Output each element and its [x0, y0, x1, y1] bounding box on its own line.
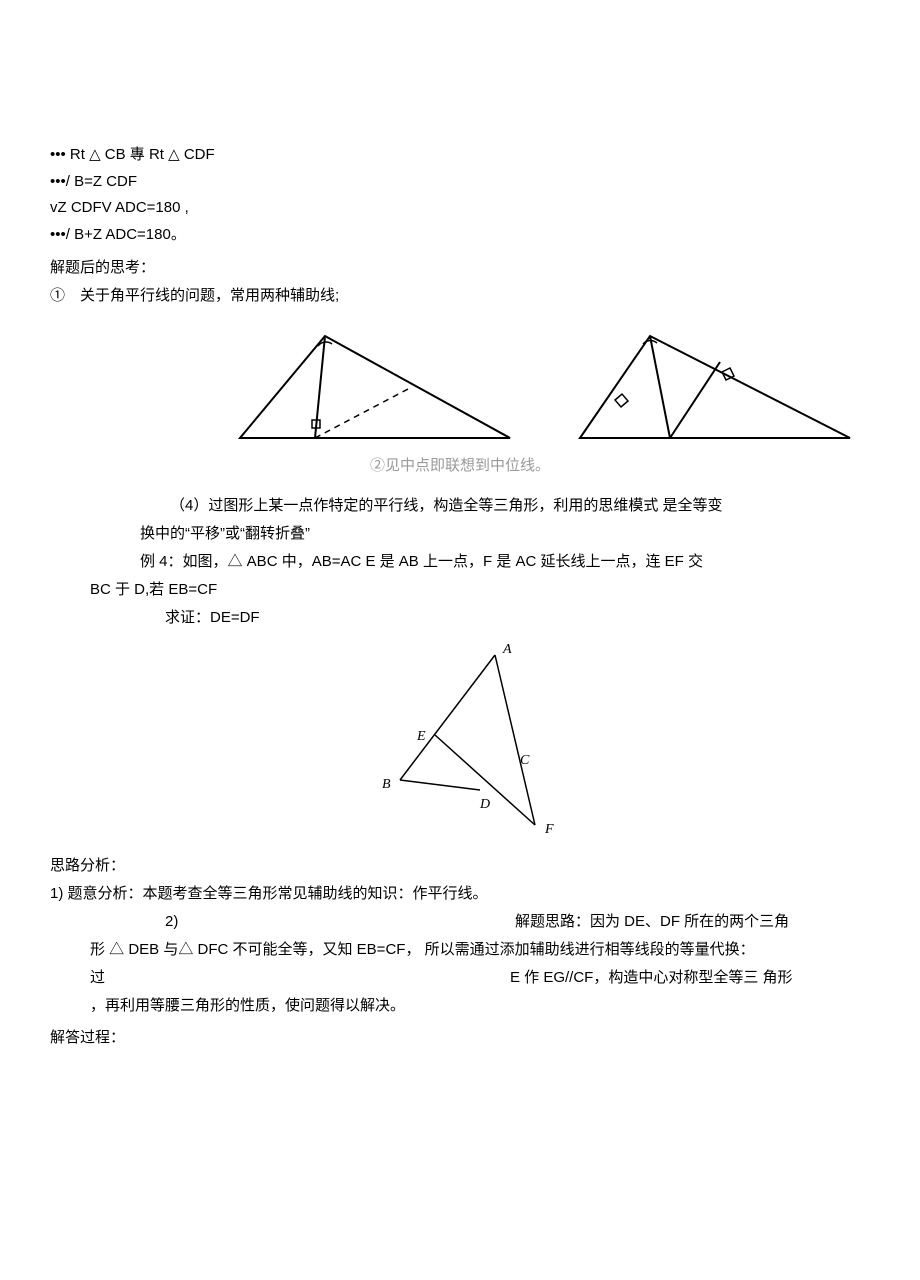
- figure-3-container: A E B C D F: [50, 640, 870, 840]
- analysis-item-1: 1) 题意分析：本题考查全等三角形常见辅助线的知识：作平行线。: [50, 882, 870, 906]
- sec4-line-b: 换中的“平移”或“翻转折叠”: [140, 525, 310, 542]
- svg-text:C: C: [520, 753, 530, 768]
- figure-row-1: [220, 318, 870, 448]
- solve-title: 解答过程：: [50, 1026, 870, 1050]
- analysis-line-3c: ，再利用等腰三角形的性质，使问题得以解决。: [90, 994, 870, 1018]
- analysis-title: 思路分析：: [50, 854, 870, 878]
- svg-text:E: E: [416, 729, 426, 744]
- ex4-line-b: BC 于 D,若 EB=CF: [90, 581, 217, 598]
- proof-line-1: ••• Rt △ CB 專 Rt △ CDF: [50, 144, 870, 167]
- reflection-title: 解题后的思考：: [50, 256, 870, 280]
- analysis-item-2-lead: 2): [165, 910, 515, 934]
- proof-line-3: vZ CDFV ADC=180 ,: [50, 197, 870, 220]
- analysis-item-2-body: 解题思路：因为 DE、DF 所在的两个三角: [515, 910, 789, 934]
- example-4-text: 例 4：如图，△ ABC 中，AB=AC E 是 AB 上一点，F 是 AC 延…: [50, 550, 870, 630]
- reflection-item-1: ① 关于角平行线的问题，常用两种辅助线;: [50, 284, 870, 308]
- document-page: ••• Rt △ CB 專 Rt △ CDF •••/ B=Z CDF vZ C…: [0, 0, 920, 1280]
- analysis-line-3b2: E 作 EG//CF，构造中心对称型全等三 角形: [510, 966, 793, 990]
- aux-line-figure-1: [220, 318, 520, 448]
- section-4-text: （4）过图形上某一点作特定的平行线，构造全等三角形，利用的思维模式 是全等变 换…: [50, 494, 870, 546]
- svg-text:A: A: [502, 642, 512, 657]
- proof-line-2: •••/ B=Z CDF: [50, 171, 870, 194]
- analysis-line-3b1: 过: [90, 966, 510, 990]
- figure-caption-2: ②见中点即联想到中位线。: [50, 454, 870, 478]
- svg-text:B: B: [382, 777, 391, 792]
- aux-line-figure-2: [560, 318, 860, 448]
- sec4-line-a: （4）过图形上某一点作特定的平行线，构造全等三角形，利用的思维模式 是全等变: [170, 497, 723, 514]
- svg-text:D: D: [479, 797, 490, 812]
- proof-line-4: •••/ B+Z ADC=180。: [50, 224, 870, 247]
- analysis-item-2-row: 2) 解题思路：因为 DE、DF 所在的两个三角: [165, 910, 870, 934]
- svg-text:F: F: [544, 822, 554, 837]
- ex4-line-a: 例 4：如图，△ ABC 中，AB=AC E 是 AB 上一点，F 是 AC 延…: [140, 553, 703, 570]
- analysis-line-3a: 形 △ DEB 与△ DFC 不可能全等，又知 EB=CF， 所以需通过添加辅助…: [90, 938, 870, 962]
- triangle-abc-figure: A E B C D F: [355, 640, 565, 840]
- analysis-line-3b-row: 过 E 作 EG//CF，构造中心对称型全等三 角形: [90, 966, 870, 990]
- ex4-line-c: 求证：DE=DF: [165, 609, 260, 626]
